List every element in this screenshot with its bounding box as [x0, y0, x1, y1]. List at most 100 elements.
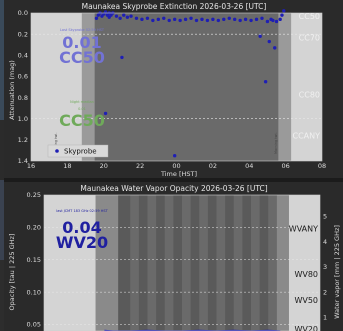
- water-vapor-gridlines: [44, 227, 320, 325]
- extinction-y-tick: 0.6: [18, 73, 28, 81]
- wv-hour-stripe: [164, 195, 174, 331]
- water-vapor-chart: Maunakea Water Vapor Opacity 2026-03-26 …: [8, 184, 341, 331]
- extinction-y-tick: 1.2: [18, 136, 28, 144]
- extinction-point: [227, 16, 231, 20]
- extinction-y-tick: 0.4: [18, 51, 28, 59]
- extinction-point: [278, 17, 282, 22]
- water-vapor-class-labels: WVANY WV80 WV50 WV20: [289, 225, 318, 331]
- extinction-point: [265, 19, 270, 24]
- extinction-point: [129, 14, 133, 18]
- extinction-points: [94, 9, 286, 158]
- extinction-point: [205, 18, 210, 23]
- extinction-point: [280, 13, 284, 17]
- extinction-point: [172, 17, 177, 22]
- wv-evening-band: [44, 195, 96, 331]
- extinction-y-tick: 1.0: [18, 115, 28, 123]
- water-vapor-left-label: Opacity [tau | 225 GHz]: [8, 234, 16, 311]
- wv-class-label: WV20: [294, 325, 318, 331]
- extinction-point: [156, 17, 161, 22]
- cloud-class-label: CC80: [299, 90, 320, 99]
- extinction-point: [200, 17, 204, 22]
- extinction-y-ticks: 0.0 0.2 0.4 0.6 0.8 1.0 1.2 1.4: [18, 9, 28, 165]
- water-vapor-right-tick: 2: [323, 288, 327, 296]
- current-wv-class: WV20: [56, 233, 108, 252]
- extinction-y-label: Attenuation (mag): [8, 60, 16, 120]
- water-vapor-right-ticks: 5 4 3 2 1: [323, 213, 327, 322]
- extinction-y-tick: 0.8: [18, 94, 28, 102]
- extinction-y-tick: 0.0: [18, 9, 28, 17]
- wv-hour-stripe: [216, 195, 226, 331]
- morning-twilight-band: [291, 13, 322, 161]
- extinction-x-tick: 00: [172, 162, 180, 170]
- water-vapor-left-ticks: 0.25 0.20 0.15 0.10 0.05: [27, 191, 41, 329]
- morning-twilight-label: Morning twi.: [274, 132, 278, 154]
- extinction-point: [271, 18, 275, 23]
- extinction-point: [263, 80, 268, 84]
- extinction-x-tick: 08: [318, 162, 326, 170]
- legend-box: [47, 144, 109, 158]
- wv-hour-stripe: [233, 195, 243, 331]
- extinction-x-tick: 22: [136, 162, 144, 170]
- extinction-point: [162, 16, 166, 20]
- wv-class-label: WV80: [294, 270, 318, 279]
- water-vapor-right-tick: 4: [323, 238, 327, 246]
- extinction-x-tick: 02: [209, 162, 217, 170]
- evening-twilight-band: [31, 13, 82, 161]
- water-vapor-right-label: Water vapor [mm | 225 GHz]: [333, 225, 341, 319]
- extinction-point: [273, 46, 277, 50]
- wv-hour-stripe: [251, 195, 260, 331]
- extinction-x-tick: 16: [27, 162, 35, 170]
- extinction-point: [103, 111, 108, 116]
- water-vapor-right-tick: 3: [323, 263, 327, 271]
- extinction-point: [222, 17, 226, 22]
- current-extinction-value: 0.01: [62, 33, 101, 52]
- extinction-point: [125, 15, 130, 19]
- water-vapor-left-tick: 0.05: [27, 321, 41, 329]
- extinction-point: [122, 13, 126, 17]
- extinction-plot-area: [30, 9, 323, 162]
- water-vapor-right-tick: 5: [323, 213, 327, 221]
- extinction-point: [249, 18, 253, 23]
- extinction-x-tick: 18: [63, 162, 71, 170]
- extinction-x-tick: 04: [245, 162, 253, 170]
- water-vapor-left-tick: 0.10: [27, 288, 41, 296]
- water-vapor-left-tick: 0.20: [27, 224, 41, 232]
- extinction-point: [211, 17, 215, 22]
- last-skyprobe-note: Last Skyprobe 02:59 HST: [60, 28, 105, 32]
- extinction-point: [258, 34, 262, 38]
- water-vapor-panel: Maunakea Water Vapor Opacity 2026-03-26 …: [4, 182, 343, 331]
- extinction-x-tick: 20: [100, 162, 108, 170]
- extinction-point: [260, 16, 264, 20]
- extinction-cloud-labels: CC50 CC70 CC80 CCANY: [292, 12, 320, 140]
- extinction-point: [238, 18, 242, 23]
- water-vapor-left-tick: 0.15: [27, 256, 41, 264]
- median-cloud-class: CC50: [59, 111, 105, 130]
- current-cloud-class: CC50: [59, 48, 105, 67]
- water-vapor-right-tick: 1: [323, 314, 327, 322]
- water-vapor-plot-area: [43, 194, 321, 331]
- extinction-point: [114, 14, 119, 18]
- cloud-class-label: CC70: [299, 33, 320, 42]
- extinction-gridlines: [31, 33, 322, 120]
- wv-class-label: WV50: [294, 296, 318, 305]
- extinction-point: [243, 17, 248, 22]
- extinction-plot-frame: [30, 12, 323, 162]
- wv-hour-stripe: [130, 195, 139, 331]
- evening-twilight-transition: [81, 13, 95, 161]
- last-jcmt-note: last JCMT 183 GHz 02:59 HST: [56, 209, 108, 213]
- water-vapor-title: Maunakea Water Vapor Opacity 2026-03-26 …: [80, 184, 267, 193]
- extinction-y-tick: 1.4: [18, 157, 28, 165]
- wv-hour-stripe: [268, 195, 277, 331]
- cloud-class-label: CC50: [299, 12, 320, 21]
- extinction-title: Maunakea Skyprobe Extinction 2026-03-26 …: [82, 2, 267, 11]
- extinction-point: [134, 16, 139, 20]
- water-vapor-bands: [44, 195, 320, 331]
- wv-evening-transition: [95, 195, 119, 331]
- extinction-chart: Maunakea Skyprobe Extinction 2026-03-26 …: [8, 2, 326, 178]
- extinction-y-tick: 0.2: [18, 30, 28, 38]
- extinction-point: [194, 18, 199, 23]
- extinction-point: [189, 16, 193, 20]
- extinction-point: [172, 154, 177, 158]
- extinction-x-ticks: 16 18 20 22 00 02 04 06 08: [27, 162, 326, 170]
- median-note: Night median: [70, 100, 94, 104]
